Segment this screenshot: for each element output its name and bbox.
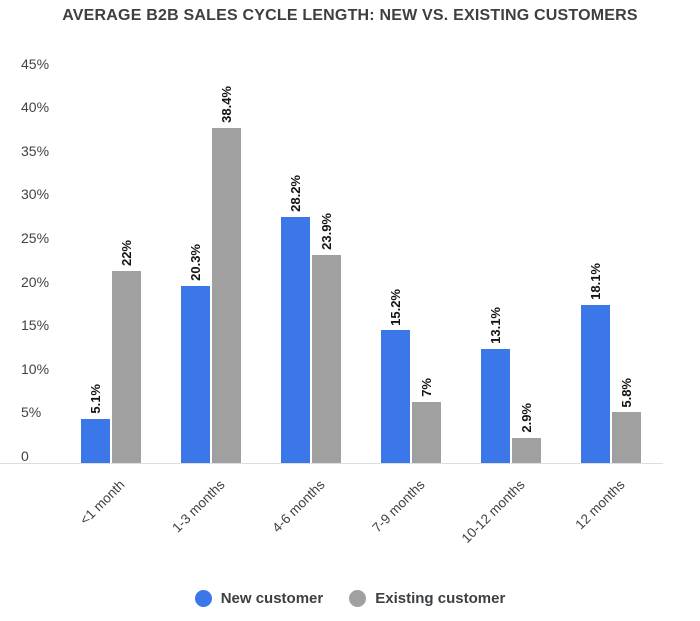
bar-existing-customer (212, 128, 241, 463)
bar-value-label: 5.8% (619, 377, 634, 408)
y-axis-tick: 30% (21, 186, 50, 203)
x-axis-label: 4-6 months (269, 477, 328, 536)
bar-value-label: 22% (119, 240, 134, 267)
legend-dot-new-customer (194, 590, 212, 607)
bar-value-label: 13.1% (488, 306, 503, 344)
legend-label-new-customer: New customer (220, 590, 324, 607)
bar-value-label: 7% (419, 378, 434, 397)
bar-new-customer (181, 285, 210, 463)
bar-existing-customer (612, 412, 641, 463)
bar-value-label: 38.4% (219, 86, 234, 124)
x-axis-label: 12 months (572, 477, 628, 533)
bar-new-customer (581, 305, 610, 463)
y-axis-tick: 10% (21, 360, 50, 377)
legend-item-new-customer: New customer (194, 590, 324, 607)
bar-value-label: 18.1% (588, 263, 603, 301)
bar-value-label: 23.9% (319, 212, 334, 250)
bar-value-label: 15.2% (388, 288, 403, 326)
bar-existing-customer (512, 437, 541, 463)
y-axis-tick: 15% (21, 317, 50, 334)
legend-item-existing-customer: Existing customer (349, 590, 505, 607)
bar-new-customer (81, 418, 110, 463)
bar-new-customer (481, 348, 510, 463)
legend-label-existing-customer: Existing customer (375, 590, 506, 607)
y-axis-tick: 35% (21, 142, 50, 159)
y-axis-tick: 20% (21, 273, 50, 290)
chart-title: AVERAGE B2B SALES CYCLE LENGTH: NEW VS. … (62, 7, 638, 24)
bar-existing-customer (412, 401, 441, 463)
bar-value-label: 20.3% (188, 244, 203, 281)
legend-dot-existing-customer (349, 590, 367, 607)
legend: New customer Existing customer (0, 590, 700, 607)
y-axis-tick: 45% (21, 55, 50, 72)
bar-new-customer (281, 217, 310, 463)
bar-new-customer (381, 330, 410, 463)
bar-existing-customer (112, 271, 141, 463)
plot-area: 5.1% 22% 20.3% 38.4% 28.2% 23.9% 15.2% 7% 13.1% 2… (0, 86, 663, 464)
bar-value-label: 2.9% (519, 403, 534, 433)
bar-existing-customer (312, 254, 341, 463)
x-axis-label: 1-3 months (169, 477, 228, 536)
x-axis-label: <1 month (76, 477, 128, 528)
y-axis-tick: 5% (21, 404, 42, 421)
bar-value-label: 28.2% (288, 175, 303, 213)
y-axis-tick: 40% (21, 99, 50, 116)
x-axis-label: 7-9 months (369, 477, 428, 536)
x-axis-label: 10-12 months (458, 477, 528, 546)
bar-value-label: 5.1% (88, 383, 103, 414)
y-axis-tick: 0 (21, 448, 29, 464)
y-axis-tick: 25% (21, 230, 50, 246)
